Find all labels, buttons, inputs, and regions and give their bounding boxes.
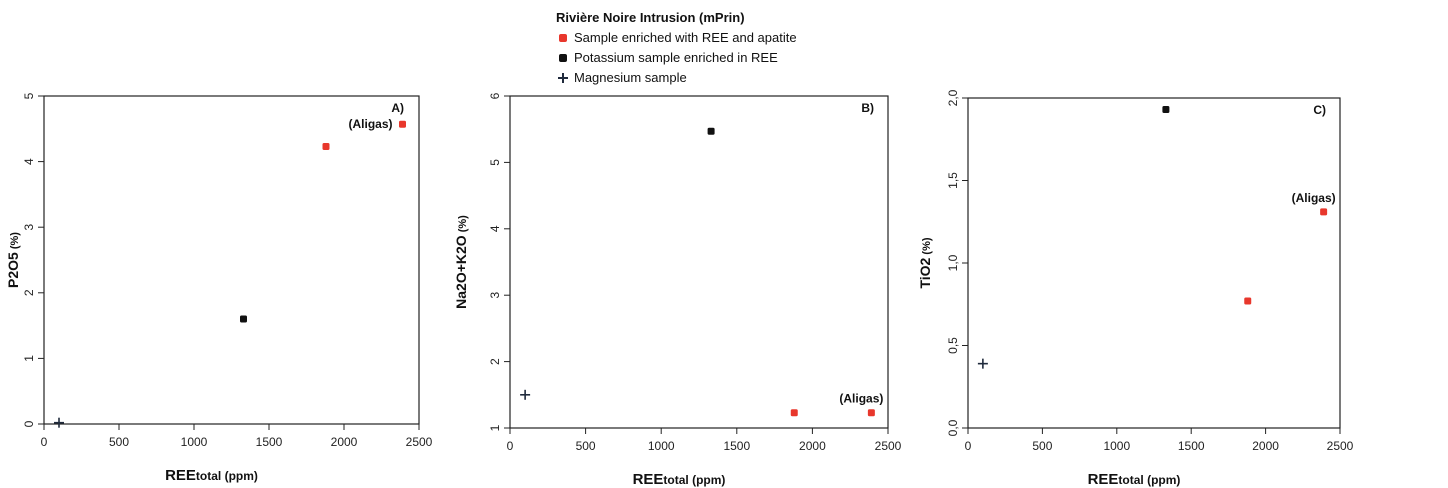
data-point-plus [54,417,64,428]
legend-label: Potassium sample enriched in REE [574,50,778,65]
annotation-label: (Aligas) [839,392,883,406]
x-tick-label: 2000 [1252,439,1279,453]
data-point-plus [977,358,988,369]
panel-label: A) [391,101,404,115]
x-tick-label: 1500 [1178,439,1205,453]
y-tick-label: 6 [488,92,502,99]
x-tick-label: 2500 [406,435,433,449]
y-tick-label: 4 [22,158,36,165]
data-point [322,143,330,151]
y-tick-label: 0 [22,420,36,427]
plot-frame [43,95,420,425]
legend-item-potassium: Potassium sample enriched in REE [556,48,797,68]
y-tick-label: 0,5 [946,337,960,354]
chart-panel-3: 0 500 1000 1500 2000 2500 0,0 0,5 1,0 1,5 2,0 C) REE… [917,89,1354,488]
y-tick-label: 2 [488,358,502,365]
data-point [399,120,406,128]
data-point [867,409,875,417]
x-tick-label: 0 [507,439,514,453]
x-tick-label: 500 [1032,439,1052,453]
y-axis-label: TiO2 (%) [917,237,933,288]
legend: Rivière Noire Intrusion (mPrin) Sample e… [556,8,797,88]
y-tick-label: 2 [22,289,36,296]
y-axis-label: P2O5 (%) [5,232,21,288]
y-tick-label: 1,5 [946,172,960,189]
x-tick-label: 1500 [256,435,283,449]
x-tick-label: 2500 [875,439,902,453]
x-tick-label: 1500 [723,439,750,453]
data-point [1320,208,1328,216]
y-tick-label: 1 [22,355,36,362]
plot-frame [967,97,1341,429]
y-tick-label: 3 [22,224,36,231]
data-point [707,127,715,135]
chart-panel-1: 0 500 1000 1500 2000 2500 0 1 2 3 4 5 A) REEtotal (pp… [5,92,433,484]
y-tick-label: 5 [488,159,502,166]
y-tick-label: 1 [488,424,502,431]
data-point [1244,297,1252,305]
legend-title: Rivière Noire Intrusion (mPrin) [556,10,745,25]
legend-label: Magnesium sample [574,70,687,85]
x-tick-label: 2500 [1327,439,1354,453]
x-tick-label: 0 [965,439,972,453]
data-point [240,315,247,323]
y-tick-label: 0,0 [946,419,960,436]
data-point [790,409,798,417]
x-tick-label: 1000 [1103,439,1130,453]
x-tick-label: 2000 [799,439,826,453]
x-axis-label: REEtotal (ppm) [165,467,258,484]
x-tick-label: 1000 [181,435,208,449]
y-tick-label: 5 [22,92,36,99]
x-tick-label: 500 [576,439,596,453]
plus-marker-icon [556,71,570,85]
chart-panel-2: 0 500 1000 1500 2000 2500 1 2 3 4 5 6 B) REEtotal (pp… [453,92,902,488]
data-point-plus [520,389,531,400]
data-point [1162,106,1170,114]
x-axis-label: REEtotal (ppm) [633,471,726,488]
y-tick-label: 4 [488,225,502,232]
legend-item-ree-apatite: Sample enriched with REE and apatite [556,28,797,48]
annotation-label: (Aligas) [348,117,392,131]
x-tick-label: 500 [109,435,129,449]
plot-frame [509,95,889,429]
annotation-label: (Aligas) [1292,191,1336,205]
legend-label: Sample enriched with REE and apatite [574,30,797,45]
x-tick-label: 0 [41,435,48,449]
panel-label: C) [1313,103,1326,117]
x-axis-label: REEtotal (ppm) [1088,471,1181,488]
black-square-marker-icon [556,51,570,65]
panel-label: B) [861,101,874,115]
legend-item-magnesium: Magnesium sample [556,68,797,88]
y-tick-label: 1,0 [946,254,960,271]
x-tick-label: 2000 [331,435,358,449]
y-tick-label: 2,0 [946,89,960,106]
y-tick-label: 3 [488,292,502,299]
x-tick-label: 1000 [648,439,675,453]
red-square-marker-icon [556,31,570,45]
y-axis-label: Na2O+K2O (%) [453,215,469,309]
